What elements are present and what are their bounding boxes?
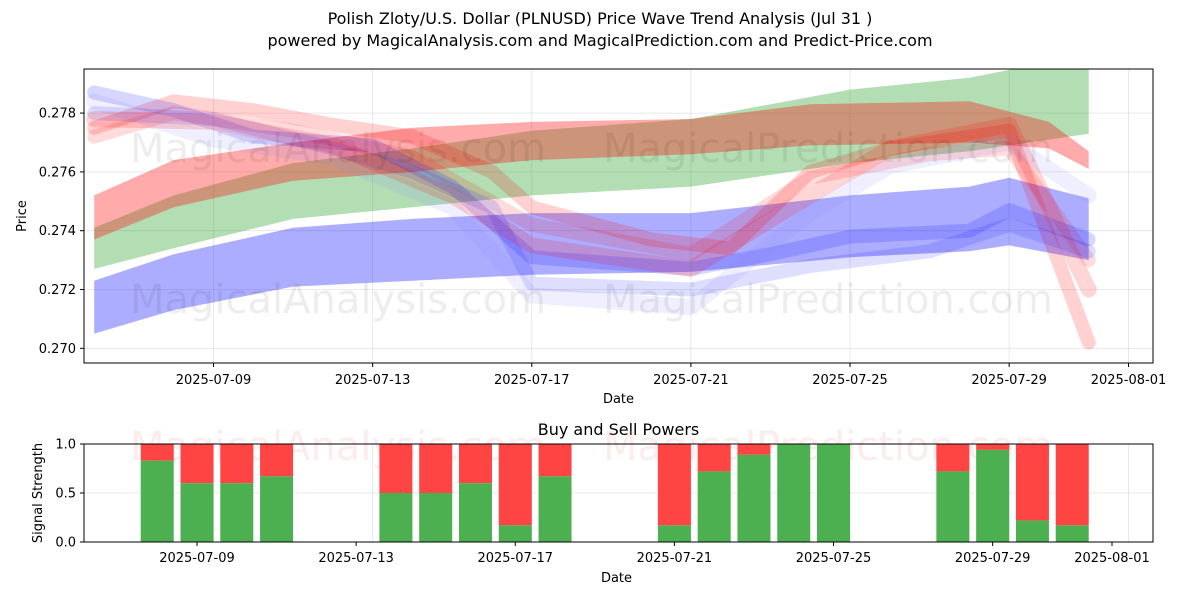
main-xtick-label: 2025-07-21 (653, 373, 729, 388)
power-xtick-label: 2025-08-01 (1074, 551, 1150, 566)
buy-bar (976, 449, 1010, 542)
sell-bar (220, 444, 254, 484)
buy-bar (419, 493, 453, 542)
power-xlabel: Date (601, 571, 632, 586)
main-xtick-label: 2025-07-17 (494, 373, 570, 388)
sell-bar (180, 444, 214, 484)
buy-bar (777, 444, 811, 542)
buy-bar (379, 493, 413, 542)
sell-bar (458, 444, 492, 484)
wave-line (87, 106, 1096, 268)
power-ytick-label: 0.0 (55, 536, 76, 551)
main-xtick-label: 2025-08-01 (1091, 373, 1167, 388)
sell-bar (1055, 444, 1089, 526)
sell-bar (260, 444, 294, 477)
main-xtick-label: 2025-07-13 (335, 373, 411, 388)
main-ytick-label: 0.270 (39, 342, 76, 357)
main-ytick-label: 0.278 (39, 107, 76, 122)
sell-bar (657, 444, 691, 526)
trend-band (94, 101, 1089, 240)
power-ytick-label: 0.5 (55, 487, 76, 502)
main-series (86, 69, 1097, 350)
watermarks: MagicalAnalysis.com MagicalPrediction.com… (130, 126, 1053, 323)
sell-bar (538, 444, 572, 477)
main-xtick-label: 2025-07-09 (176, 373, 252, 388)
sell-bar (419, 444, 453, 493)
main-plot: 0.270 0.272 0.274 0.276 0.278 2025-07-09 2025-… (15, 68, 1167, 407)
trend-band (94, 177, 1089, 334)
buy-bar (220, 483, 254, 542)
power-title: Buy and Sell Powers (538, 420, 700, 439)
buy-bar (817, 444, 851, 542)
sell-bar (498, 444, 532, 526)
watermark-text: MagicalAnalysis.com (130, 126, 546, 172)
wave-line (86, 111, 1097, 298)
buy-bar (140, 460, 174, 542)
main-ytick-label: 0.272 (39, 283, 76, 298)
buy-bar (737, 454, 771, 542)
buy-bar (697, 471, 731, 542)
wave-line (87, 106, 1096, 297)
main-xlabel: Date (603, 392, 634, 407)
wave-line (87, 94, 1096, 350)
power-xtick-label: 2025-07-25 (796, 551, 872, 566)
chart-subtitle: powered by MagicalAnalysis.com and Magic… (267, 31, 933, 50)
main-xtick-label: 2025-07-29 (971, 373, 1047, 388)
main-ylabel: Price (15, 200, 30, 232)
main-plot-frame (83, 68, 1154, 364)
buy-bar (180, 483, 214, 542)
power-xtick-label: 2025-07-17 (477, 551, 553, 566)
buy-bar (1055, 525, 1089, 542)
sell-bar (1015, 444, 1049, 521)
power-xtick-label: 2025-07-13 (318, 551, 394, 566)
chart-title: Polish Zloty/U.S. Dollar (PLNUSD) Price … (327, 9, 873, 28)
buy-bar (458, 483, 492, 542)
power-xtick-label: 2025-07-21 (637, 551, 713, 566)
sell-bar (140, 444, 174, 461)
sell-bar (697, 444, 731, 472)
power-xtick-label: 2025-07-09 (159, 551, 235, 566)
buy-bar (498, 525, 532, 542)
wave-line (86, 93, 1097, 316)
power-xtick-label: 2025-07-29 (955, 551, 1031, 566)
sell-bar (379, 444, 413, 493)
watermark-text: MagicalPrediction.com (603, 277, 1053, 323)
main-ytick-label: 0.276 (39, 165, 76, 180)
main-ytick-label: 0.274 (39, 224, 76, 239)
trend-band (94, 69, 1089, 269)
watermark-text: MagicalAnalysis.com (130, 277, 546, 323)
buy-bar (538, 476, 572, 542)
power-ytick-label: 1.0 (55, 438, 76, 453)
buy-bar (657, 525, 691, 542)
power-ylabel: Signal Strength (31, 443, 46, 543)
main-xtick-label: 2025-07-25 (812, 373, 888, 388)
buy-bar (1015, 520, 1049, 542)
wave-line (87, 85, 1096, 276)
power-plot: Buy and Sell PowersMagicalAnalysis.comMa… (31, 420, 1154, 586)
buy-bar (260, 476, 294, 542)
watermark-text: MagicalPrediction.com (603, 126, 1053, 172)
sell-bar (737, 444, 771, 455)
buy-bar (936, 471, 970, 542)
sell-bar (976, 444, 1010, 450)
sell-bar (936, 444, 970, 472)
